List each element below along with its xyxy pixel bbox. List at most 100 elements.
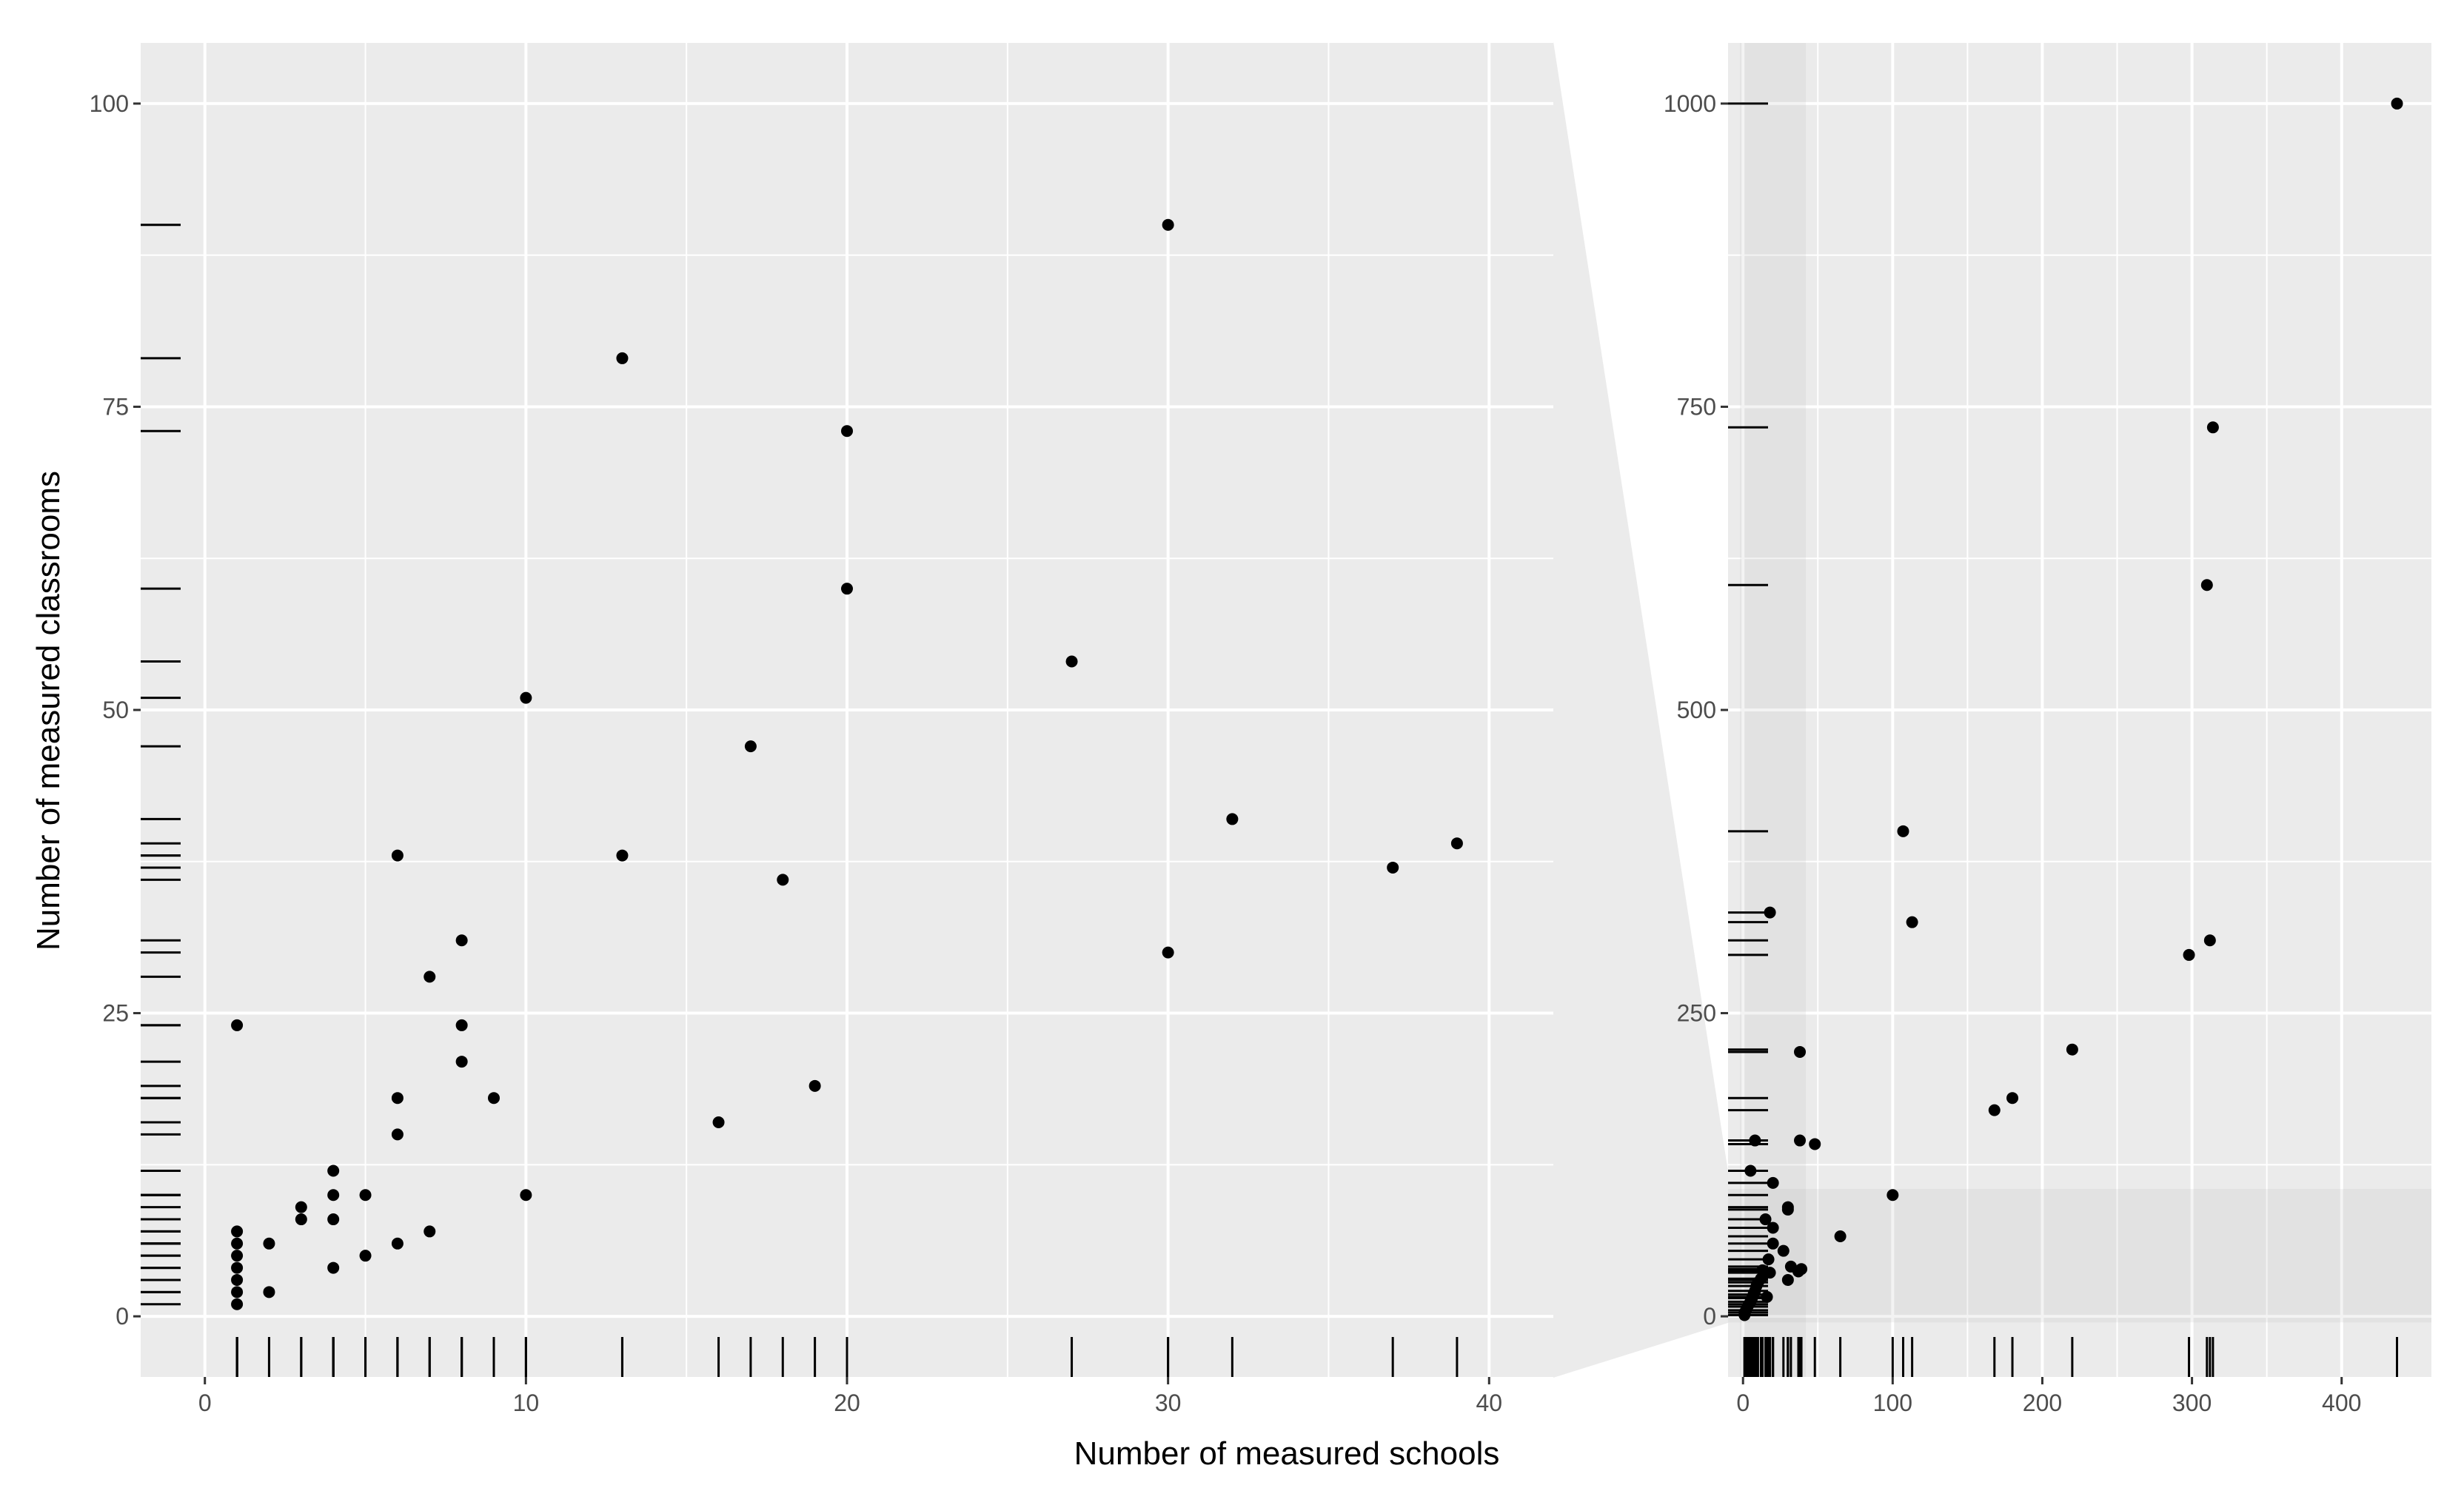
x-tick-label: 0 <box>198 1390 212 1416</box>
data-point <box>1809 1138 1821 1150</box>
panel-full-rugs <box>1728 102 2399 1377</box>
data-point <box>1794 1045 1807 1058</box>
data-point <box>231 1225 244 1238</box>
x-tick-label: 400 <box>2322 1390 2361 1416</box>
data-point <box>1744 1164 1757 1177</box>
y-tick-label: 25 <box>102 1000 129 1027</box>
x-tick-label: 10 <box>513 1390 540 1416</box>
data-point <box>424 1225 436 1238</box>
data-point <box>1162 218 1174 231</box>
zoom-band-horizontal <box>1728 1189 2431 1323</box>
data-point <box>1795 1263 1808 1276</box>
data-point <box>1761 1290 1773 1303</box>
data-point <box>1767 1237 1779 1250</box>
data-point <box>2183 948 2195 961</box>
data-point <box>1794 1134 1807 1147</box>
data-point <box>520 691 532 704</box>
panel-full: 0 100 200 300 400 0 250 500 750 1000 <box>1664 43 2431 1416</box>
data-point <box>1762 1253 1775 1266</box>
data-point <box>808 1079 821 1092</box>
data-point <box>455 934 468 947</box>
data-point <box>391 1237 404 1250</box>
data-point <box>1767 1222 1779 1234</box>
x-tick-label: 40 <box>1476 1390 1502 1416</box>
data-point <box>327 1189 340 1202</box>
data-point <box>391 849 404 862</box>
data-point <box>231 1019 244 1031</box>
data-point <box>616 849 629 862</box>
data-point <box>777 874 789 886</box>
data-point <box>1226 813 1239 825</box>
data-point <box>391 1128 404 1141</box>
zoom-band-vertical <box>1740 43 1807 1377</box>
data-point <box>327 1164 340 1177</box>
data-point <box>1450 837 1463 850</box>
y-tick-label: 50 <box>102 697 129 723</box>
data-point <box>231 1261 244 1274</box>
x-tick-label: 100 <box>1873 1390 1912 1416</box>
y-tick-label: 1000 <box>1664 90 1716 117</box>
data-point <box>263 1286 275 1298</box>
data-point <box>1777 1244 1790 1257</box>
panel-full-points <box>1738 97 2403 1321</box>
data-point <box>231 1286 244 1298</box>
y-tick-label: 250 <box>1677 1000 1716 1027</box>
data-point <box>263 1237 275 1250</box>
data-point <box>391 1092 404 1105</box>
data-point <box>1781 1203 1794 1216</box>
data-point <box>1834 1230 1847 1242</box>
x-tick-label: 200 <box>2023 1390 2062 1416</box>
panel-zoomed-grid <box>141 43 1553 1377</box>
data-point <box>744 740 757 753</box>
data-point <box>455 1056 468 1068</box>
data-point <box>616 352 629 364</box>
data-point <box>1906 916 1918 928</box>
panel-zoomed-y-ticks: 0 25 50 75 100 <box>90 90 141 1330</box>
panel-zoomed-points <box>231 218 1463 1310</box>
data-point <box>231 1250 244 1262</box>
data-point <box>1886 1189 1899 1202</box>
data-point <box>327 1213 340 1226</box>
y-axis-title: Number of measured classrooms <box>30 471 67 951</box>
data-point <box>327 1261 340 1274</box>
data-point <box>1988 1104 2001 1116</box>
data-point <box>488 1092 500 1105</box>
panel-full-x-ticks: 0 100 200 300 400 <box>1736 1377 2361 1416</box>
data-point <box>712 1116 725 1128</box>
x-tick-label: 0 <box>1736 1390 1750 1416</box>
data-point <box>2066 1043 2078 1056</box>
data-point <box>231 1273 244 1286</box>
y-tick-label: 75 <box>102 393 129 420</box>
data-point <box>231 1298 244 1310</box>
data-point <box>1767 1176 1779 1189</box>
data-point <box>520 1189 532 1202</box>
data-point <box>359 1189 372 1202</box>
data-point <box>1764 1267 1776 1279</box>
y-tick-label: 0 <box>1703 1303 1716 1330</box>
panel-full-y-ticks: 0 250 500 750 1000 <box>1664 90 1728 1330</box>
data-point <box>295 1213 307 1226</box>
y-tick-label: 0 <box>116 1303 129 1330</box>
data-point <box>1387 861 1399 874</box>
panel-full-zoom-band <box>1728 43 2431 1377</box>
x-tick-label: 30 <box>1155 1390 1182 1416</box>
data-point <box>841 583 853 595</box>
data-point <box>1065 655 1078 668</box>
data-point <box>841 425 853 438</box>
data-point <box>1162 946 1174 959</box>
data-point <box>1764 906 1776 919</box>
x-tick-label: 20 <box>834 1390 860 1416</box>
data-point <box>1759 1213 1772 1226</box>
data-point <box>2203 934 2216 947</box>
data-point <box>2006 1092 2019 1105</box>
data-point <box>424 971 436 983</box>
x-axis-title: Number of measured schools <box>1074 1435 1500 1472</box>
data-point <box>1897 825 1909 837</box>
data-point <box>359 1250 372 1262</box>
y-tick-label: 500 <box>1677 697 1716 723</box>
y-tick-label: 100 <box>90 90 129 117</box>
panel-full-grid <box>1728 43 2431 1377</box>
panel-zoomed-rugs <box>141 224 1459 1377</box>
data-point <box>455 1019 468 1031</box>
